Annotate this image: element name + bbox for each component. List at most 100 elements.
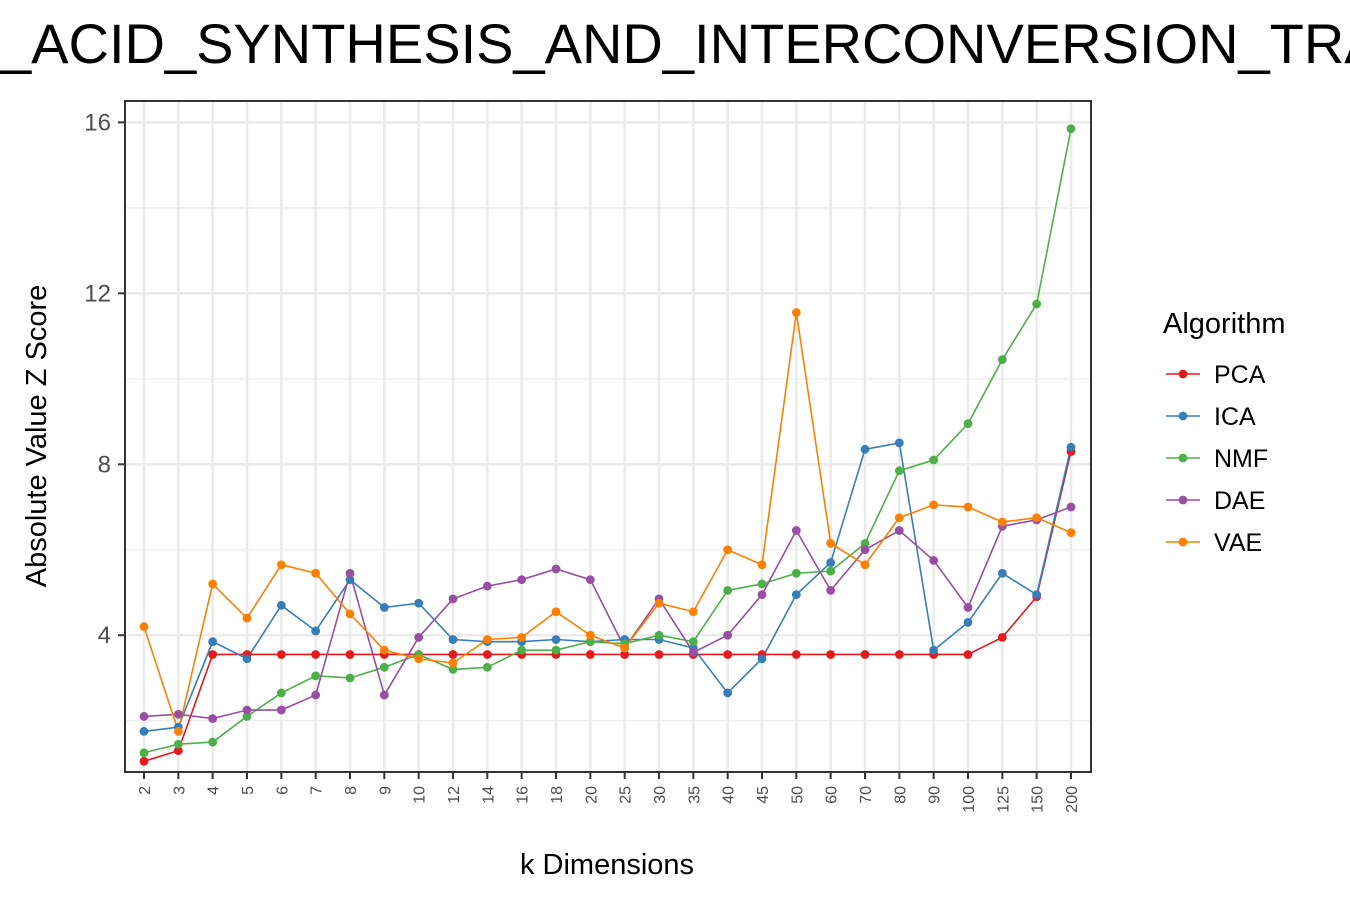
x-tick-label: 18	[549, 786, 566, 804]
data-point-pca	[448, 650, 458, 659]
legend-title: Algorithm	[1163, 308, 1286, 340]
x-tick-label: 16	[515, 786, 532, 804]
data-point-ica	[1032, 590, 1042, 600]
series-line-vae	[143, 312, 1072, 735]
series-line-dae	[143, 506, 1072, 720]
data-point-nmf	[894, 466, 904, 476]
data-point-dae	[688, 647, 698, 657]
x-tick-label: 4	[206, 786, 223, 795]
data-point-ica	[997, 568, 1007, 578]
data-point-dae	[517, 575, 527, 585]
data-point-nmf	[585, 637, 595, 647]
data-point-nmf	[517, 645, 527, 655]
x-tick-label: 40	[721, 786, 738, 804]
axis-ticks	[118, 121, 1072, 779]
data-point-vae	[208, 579, 218, 589]
data-point-dae	[929, 556, 939, 565]
x-tick-label: 70	[858, 786, 875, 804]
legend-swatch-point	[1178, 537, 1188, 547]
data-point-dae	[963, 603, 973, 612]
y-tick-label: 4	[98, 622, 111, 649]
data-point-dae	[448, 594, 458, 604]
data-point-dae	[414, 632, 424, 642]
data-point-nmf	[791, 568, 801, 578]
data-point-pca	[345, 650, 355, 659]
x-tick-label: 25	[618, 786, 635, 804]
x-tick-label: 12	[446, 786, 463, 804]
data-point-vae	[448, 658, 458, 668]
data-point-vae	[1066, 528, 1076, 538]
x-tick-label: 14	[480, 786, 497, 804]
grid-lines	[125, 101, 1091, 772]
data-point-pca	[276, 650, 286, 659]
data-point-pca	[311, 650, 321, 659]
data-point-vae	[654, 598, 664, 608]
data-point-dae	[345, 568, 355, 578]
data-point-vae	[517, 632, 527, 642]
data-point-dae	[311, 690, 321, 700]
data-point-pca	[620, 650, 630, 659]
x-tick-label: 125	[995, 786, 1012, 813]
data-point-nmf	[997, 355, 1007, 364]
data-point-pca	[860, 650, 870, 659]
data-point-ica	[1066, 442, 1076, 452]
data-point-vae	[791, 308, 801, 317]
data-point-vae	[414, 654, 424, 664]
y-tick-label: 8	[98, 451, 111, 478]
data-point-dae	[379, 690, 389, 700]
data-point-pca	[826, 650, 836, 659]
data-point-vae	[242, 613, 252, 623]
data-point-vae	[963, 502, 973, 512]
data-point-pca	[585, 650, 595, 659]
data-point-dae	[276, 705, 286, 715]
data-point-nmf	[482, 662, 492, 672]
data-point-nmf	[688, 637, 698, 647]
data-point-nmf	[654, 630, 664, 640]
legend-label: VAE	[1214, 529, 1262, 557]
data-point-nmf	[379, 662, 389, 672]
x-tick-label: 80	[892, 786, 909, 804]
data-point-vae	[345, 609, 355, 619]
data-point-ica	[757, 654, 767, 664]
data-point-dae	[860, 545, 870, 555]
data-point-vae	[894, 513, 904, 523]
data-point-pca	[482, 650, 492, 659]
x-tick-label: 7	[309, 786, 326, 795]
data-point-nmf	[551, 645, 561, 655]
data-point-vae	[551, 607, 561, 617]
x-tick-label: 20	[583, 786, 600, 804]
data-point-pca	[894, 650, 904, 659]
data-point-nmf	[963, 419, 973, 429]
x-tick-label: 60	[824, 786, 841, 804]
data-point-vae	[723, 545, 733, 555]
data-point-ica	[723, 688, 733, 698]
data-point-nmf	[723, 585, 733, 595]
data-point-vae	[173, 726, 183, 736]
x-tick-label: 100	[961, 786, 978, 813]
plot-panel-border	[124, 100, 1092, 773]
x-tick-label: 3	[171, 786, 188, 795]
data-point-vae	[757, 560, 767, 570]
data-point-ica	[791, 590, 801, 600]
data-point-nmf	[757, 579, 767, 589]
data-point-vae	[311, 568, 321, 578]
x-tick-label: 10	[412, 786, 429, 804]
data-point-pca	[173, 746, 183, 756]
x-tick-label: 2	[137, 786, 154, 795]
data-point-vae	[276, 560, 286, 570]
data-point-ica	[311, 626, 321, 636]
data-point-dae	[1066, 502, 1076, 512]
y-tick-label: 16	[84, 109, 111, 136]
data-point-ica	[208, 637, 218, 647]
data-point-ica	[860, 444, 870, 454]
y-tick-label: 12	[84, 280, 111, 307]
legend-swatch-point	[1178, 495, 1188, 505]
data-point-dae	[894, 526, 904, 535]
series-line-ica	[143, 441, 1072, 733]
data-point-nmf	[1032, 299, 1042, 309]
chart-title: _ACID_SYNTHESIS_AND_INTERCONVERSION_TRA	[0, 12, 1350, 75]
y-axis-title: Absolute Value Z Score	[21, 285, 53, 588]
data-point-vae	[860, 560, 870, 570]
data-point-pca	[997, 632, 1007, 642]
